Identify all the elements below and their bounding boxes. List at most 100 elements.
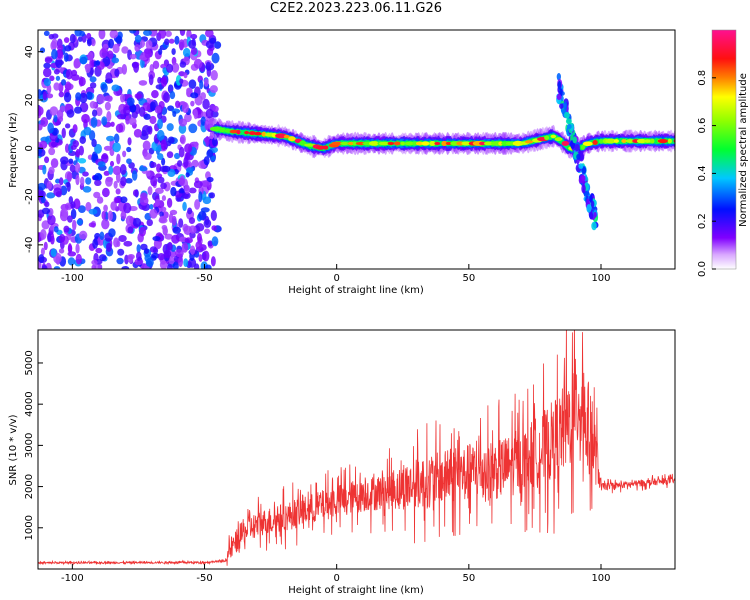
noise-blob [94,179,102,187]
noise-blob [121,266,130,269]
ridge-peak [599,139,604,144]
noise-blob [159,166,168,173]
noise-blob [58,91,65,98]
noise-blob [108,165,114,175]
noise-blob [103,170,110,176]
noise-blob [159,215,167,223]
noise-blob [82,171,89,177]
noise-blob [58,248,65,254]
noise-blob [158,30,167,39]
noise-blob [60,203,69,211]
dispersive-blob [581,175,586,182]
ridge-peak [445,141,452,146]
noise-blob [112,43,120,54]
noise-blob [166,197,173,208]
ridge-peak [673,139,675,143]
noise-blob [145,257,154,268]
noise-blob [101,210,106,220]
spectrogram-y-axis: -40 -20 0 20 40 [24,45,43,253]
noise-blob [58,233,66,243]
ridge-peak [236,129,241,135]
noise-blob [113,133,120,144]
snr-panel: -100 -50 0 50 100 1000 2000 3000 4000 5000 Heigh… [8,329,676,596]
noise-blob [138,106,146,117]
ridge-peak [625,139,635,143]
noise-blob [56,109,64,120]
ridge-peak [667,138,672,144]
noise-blob [108,38,115,49]
noise-blob [123,105,131,116]
noise-blob [168,256,175,265]
noise-blob [190,100,195,107]
noise-blob [53,266,61,269]
noise-blob [161,195,167,202]
noise-blob [79,136,87,144]
noise-blob [188,123,198,134]
noise-blob [209,85,218,94]
noise-blob [116,153,121,165]
snr-series-line [38,330,675,566]
noise-blob [209,37,217,44]
snr-y-label: SNR (10 * v/v) [8,414,19,485]
ridge-peak [461,141,471,146]
noise-blob [188,187,197,194]
noise-blob [160,139,167,151]
noise-blob [56,44,64,51]
noise-blob [91,264,96,269]
noise-blob [157,144,162,152]
noise-blob [88,208,98,215]
noise-blob [127,137,132,146]
dispersive-blob [565,118,572,125]
noise-blob [89,67,95,76]
noise-blob [187,207,193,215]
noise-blob [209,130,214,140]
noise-blob [184,113,192,123]
noise-blob [86,38,92,47]
noise-blob [77,158,87,164]
noise-blob [159,211,164,218]
noise-blob [149,204,154,210]
noise-blob [42,164,47,175]
noise-blob [163,92,170,103]
noise-blob [106,242,112,252]
noise-blob [110,121,115,127]
noise-blob [188,79,197,90]
noise-blob [154,198,160,207]
noise-blob [183,258,189,268]
noise-blob [152,235,161,242]
noise-blob [77,205,86,214]
noise-blob [53,226,59,233]
noise-blob [152,60,160,70]
noise-blob [129,30,137,34]
noise-blob [125,115,130,125]
noise-blob [40,117,49,127]
ridge-peak [340,141,350,146]
noise-blob [193,108,198,120]
noise-blob [166,151,174,159]
noise-blob [136,251,142,261]
noise-blob [47,233,52,243]
noise-blob [75,148,81,158]
noise-blob [146,219,153,227]
dispersive-blob [593,211,597,218]
noise-blob [131,170,138,181]
dispersive-blob [578,163,584,169]
noise-blob [101,187,110,198]
noise-blob [121,46,129,54]
noise-blob [102,43,109,49]
noise-blob [196,232,202,243]
noise-blob [88,222,96,228]
noise-blob [78,76,86,87]
noise-blob [111,57,120,64]
noise-blob [82,186,92,193]
noise-blob [79,30,86,37]
noise-blob [165,30,172,37]
noise-blob [67,243,73,254]
noise-blob [85,91,93,100]
dispersive-blob [559,103,564,110]
noise-blob [132,217,142,228]
noise-blob [193,58,203,69]
noise-blob [188,39,197,49]
noise-blob [53,187,62,197]
noise-blob [189,245,196,255]
